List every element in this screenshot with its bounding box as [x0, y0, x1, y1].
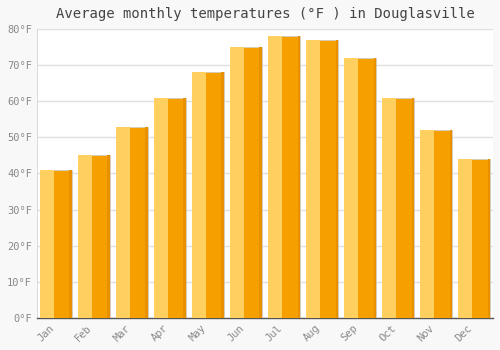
Bar: [116, 127, 130, 318]
Bar: [116, 127, 148, 318]
Bar: [458, 159, 472, 318]
Bar: [146, 127, 148, 318]
Bar: [192, 72, 206, 318]
Bar: [420, 130, 434, 318]
Bar: [306, 40, 338, 318]
Bar: [298, 36, 300, 318]
Bar: [268, 36, 282, 318]
Bar: [420, 130, 452, 318]
Bar: [192, 72, 224, 318]
Bar: [344, 58, 358, 318]
Bar: [222, 72, 224, 318]
Bar: [382, 98, 414, 318]
Bar: [344, 58, 376, 318]
Bar: [78, 155, 92, 318]
Bar: [230, 47, 262, 318]
Bar: [78, 155, 110, 318]
Bar: [154, 98, 186, 318]
Bar: [336, 40, 338, 318]
Bar: [108, 155, 110, 318]
Bar: [184, 98, 186, 318]
Bar: [306, 40, 320, 318]
Bar: [40, 170, 54, 318]
Bar: [458, 159, 490, 318]
Bar: [450, 130, 452, 318]
Title: Average monthly temperatures (°F ) in Douglasville: Average monthly temperatures (°F ) in Do…: [56, 7, 474, 21]
Bar: [40, 170, 72, 318]
Bar: [488, 159, 490, 318]
Bar: [412, 98, 414, 318]
Bar: [154, 98, 168, 318]
Bar: [374, 58, 376, 318]
Bar: [70, 170, 72, 318]
Bar: [382, 98, 396, 318]
Bar: [230, 47, 244, 318]
Bar: [268, 36, 300, 318]
Bar: [260, 47, 262, 318]
